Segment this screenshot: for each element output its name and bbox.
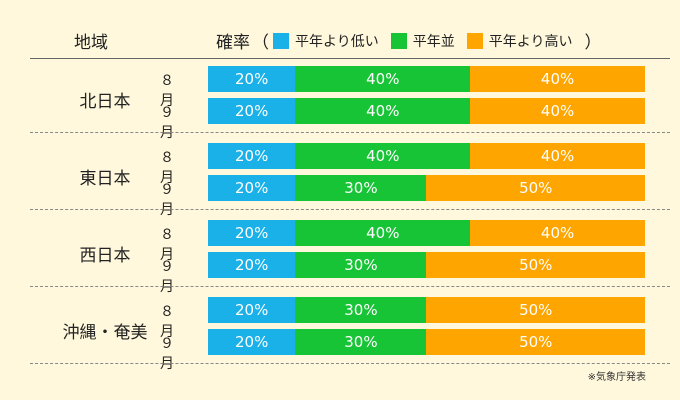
bar-segment: 30% [295,329,427,355]
stacked-bar: 20% 40% 40% [208,98,645,124]
month-label: ８月 [160,150,178,186]
bar-segment: 50% [426,252,645,278]
stacked-bar: 20% 40% 40% [208,220,645,246]
bar-segment: 40% [470,98,645,124]
bar-segment: 50% [426,175,645,201]
bar-segment: 40% [295,220,471,246]
legend-swatch [466,32,483,49]
legend-label: 平年並 [412,33,455,50]
bar-segment: 40% [295,98,471,124]
bar-segment: 30% [295,297,427,323]
stacked-bar: 20% 30% 50% [208,329,645,355]
bar-segment: 20% [208,143,296,169]
bar-segment: 50% [426,297,645,323]
month-label: ９月 [160,182,178,218]
month-label: ９月 [160,336,178,372]
bar-segment: 20% [208,175,296,201]
bar-segment: 40% [470,143,645,169]
stacked-bar: 20% 40% 40% [208,66,645,92]
stacked-bar: 20% 30% 50% [208,252,645,278]
bar-segment: 20% [208,98,296,124]
region-divider [30,286,670,287]
source-note: ※気象庁発表 [587,372,646,383]
probability-header: 確率 （ 平年より低い 平年並 平年より高い ） [216,28,601,53]
paren-open: （ [252,33,269,53]
stacked-bar: 20% 30% 50% [208,175,645,201]
bar-segment: 20% [208,329,296,355]
region-divider [30,363,670,364]
legend-swatch [390,32,407,49]
month-label: ９月 [160,259,178,295]
month-label: ８月 [160,304,178,340]
month-label: ８月 [160,73,178,109]
month-label: ９月 [160,105,178,141]
region-label: 東日本 [79,169,131,189]
bar-segment: 50% [426,329,645,355]
month-label: ８月 [160,227,178,263]
bar-segment: 30% [295,175,427,201]
bar-segment: 40% [295,143,471,169]
region-divider [30,209,670,210]
legend-label: 平年より低い [295,33,379,50]
region-label: 沖縄・奄美 [62,323,148,343]
bar-segment: 20% [208,252,296,278]
region-divider [30,132,670,133]
stacked-bar: 20% 40% 40% [208,143,645,169]
legend-item: 平年より高い [466,31,573,51]
legend-label: 平年より高い [488,33,573,50]
bar-segment: 40% [470,66,645,92]
bar-segment: 40% [470,220,645,246]
legend: 平年より低い 平年並 平年より高い [273,31,584,51]
region-label: 北日本 [79,92,131,112]
bar-segment: 40% [295,66,471,92]
legend-swatch [273,32,289,49]
header-divider [30,58,670,59]
legend-item: 平年より低い [273,31,379,51]
bar-segment: 30% [295,252,427,278]
bar-segment: 20% [208,66,296,92]
paren-close: ） [584,33,602,53]
region-label: 西日本 [79,246,131,266]
legend-item: 平年並 [390,31,455,51]
probability-label: 確率 [216,33,250,53]
bar-segment: 20% [208,220,296,246]
region-header: 地域 [74,33,108,53]
stacked-bar: 20% 30% 50% [208,297,645,323]
bar-segment: 20% [208,297,296,323]
